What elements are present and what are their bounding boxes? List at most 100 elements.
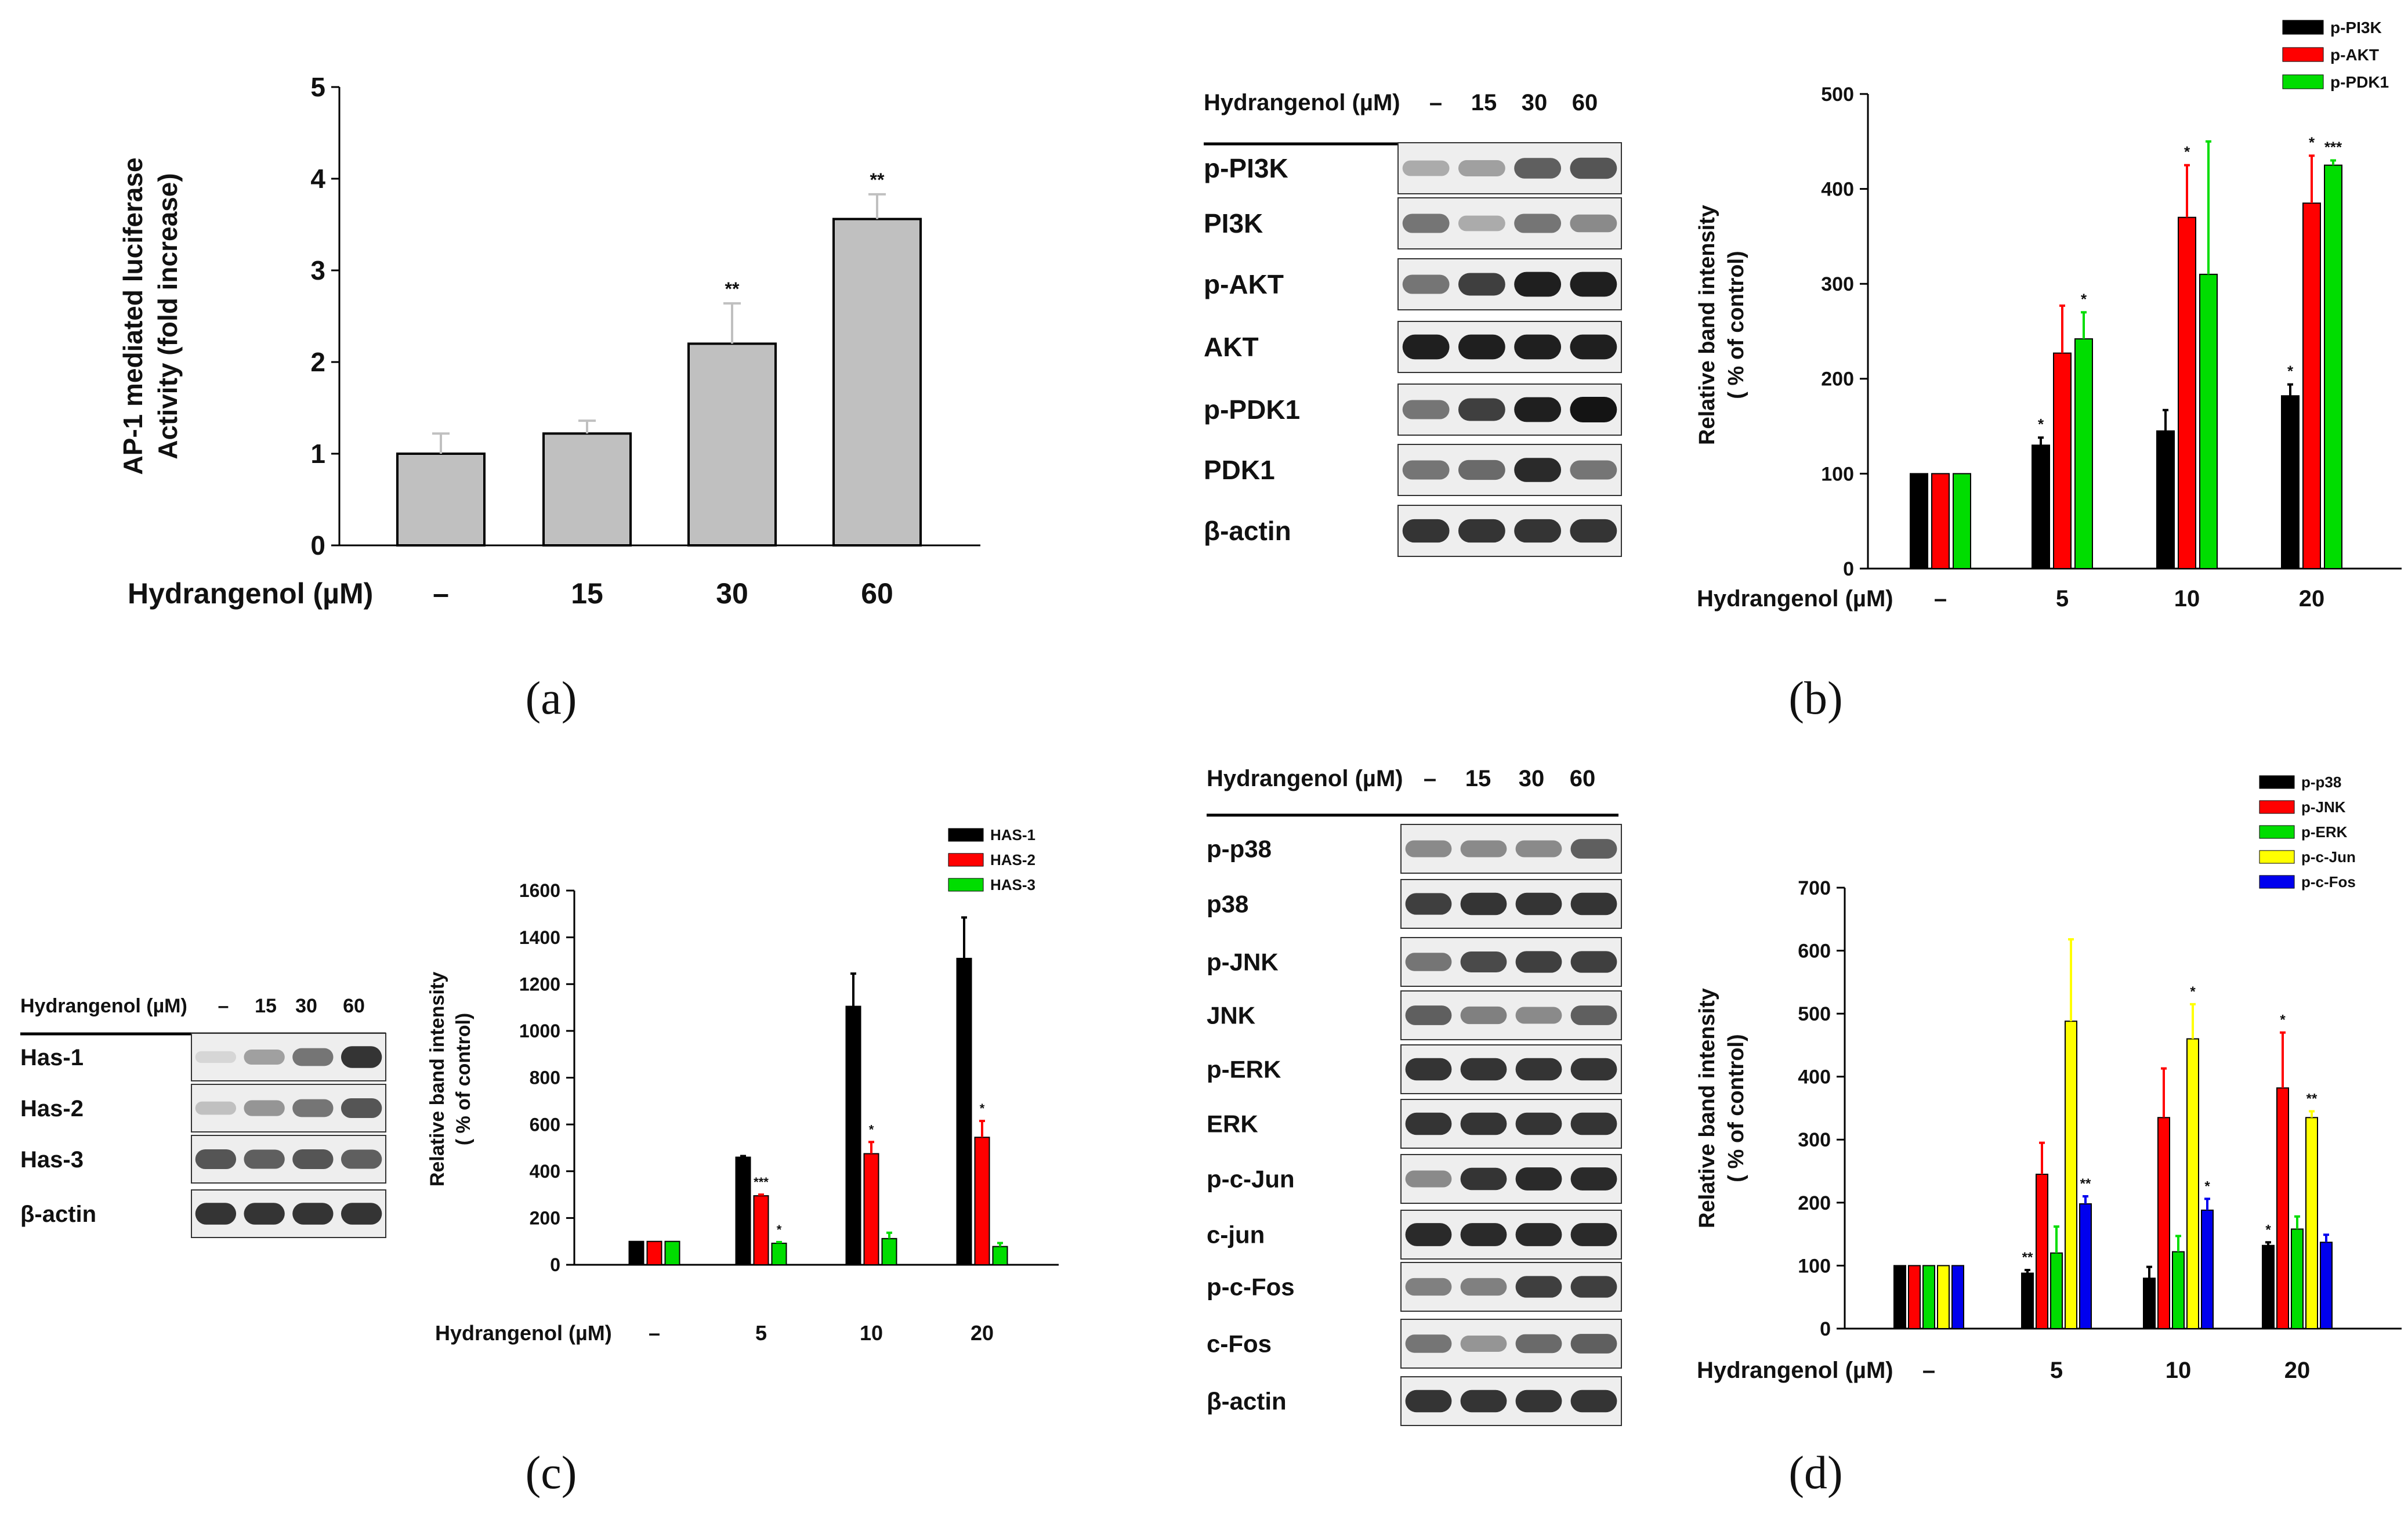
legend-label: p-c-Jun <box>2301 848 2356 866</box>
significance-mark: * <box>2204 1178 2210 1194</box>
blot-band <box>1405 1170 1452 1188</box>
blot-band <box>1515 1334 1562 1354</box>
blot-band <box>341 1149 382 1169</box>
panel-labels-layer: (a) (b) (c) (d) <box>526 673 1843 1499</box>
x-axis-title: Hydrangenol (µM) <box>435 1321 612 1345</box>
blot-row-label: c-jun <box>1207 1221 1265 1249</box>
bar-p-erk <box>2291 1228 2304 1329</box>
blot-band <box>1402 334 1450 360</box>
x-axis-title: Hydrangenol (µM) <box>1697 586 1893 612</box>
blot-band <box>244 1149 285 1169</box>
bar-p-akt <box>2053 352 2072 569</box>
bar-p-erk <box>1922 1265 1935 1329</box>
blot-band <box>1570 397 1617 422</box>
y-axis-title: ( % of control) <box>1724 1034 1748 1182</box>
blot-band <box>1515 1167 1562 1191</box>
legend-swatch <box>948 878 984 892</box>
blot-band <box>1515 1058 1562 1081</box>
blot-row-label: Has-3 <box>20 1147 84 1173</box>
y-tick-label: 5 <box>310 72 325 102</box>
bar-p-jnk <box>2276 1087 2289 1330</box>
legend-label: p-ERK <box>2301 823 2348 841</box>
x-axis-title: Hydrangenol (µM) <box>128 577 373 610</box>
legend-label: HAS-1 <box>990 826 1035 844</box>
y-axis-title: AP-1 mediated luciferase <box>118 157 148 475</box>
significance-mark: * <box>2038 415 2044 433</box>
bar-p-pi3k <box>2281 395 2300 569</box>
blot-band <box>1402 274 1450 294</box>
y-tick-label: 800 <box>530 1068 560 1088</box>
y-tick-label: 0 <box>310 530 325 560</box>
bar-has-3 <box>992 1246 1008 1265</box>
significance-mark: * <box>2287 363 2294 380</box>
bar-p-c-fos <box>2079 1203 2092 1329</box>
blot-band <box>1402 214 1450 233</box>
blot-row-label: p-c-Jun <box>1207 1166 1295 1193</box>
y-tick-label: 2 <box>310 347 325 377</box>
blot-band <box>1514 458 1562 482</box>
legend-label: p-c-Fos <box>2301 873 2356 891</box>
blot-band <box>1570 892 1617 916</box>
bar-p-c-jun <box>2065 1021 2077 1329</box>
significance-mark: ** <box>870 169 885 190</box>
category-label: 30 <box>716 577 748 610</box>
blots-layer: Hydrangenol (µM) –15 30 60p-PI3KPI3Kp-AKTAK… <box>20 90 1622 1426</box>
bar-p-c-fos <box>2320 1242 2333 1329</box>
bar-has-1 <box>735 1156 751 1265</box>
bar-p-c-jun <box>1937 1265 1950 1329</box>
lane-label: 60 <box>1570 766 1596 791</box>
blot-band <box>1514 158 1562 179</box>
y-tick-label: 500 <box>1821 84 1854 106</box>
lane-label: 60 <box>1572 90 1598 115</box>
blot-band <box>1570 1223 1617 1246</box>
blot-band <box>1515 892 1562 916</box>
y-tick-label: 0 <box>550 1254 560 1275</box>
category-label: 5 <box>755 1321 767 1345</box>
bar-p-erk <box>2050 1252 2063 1330</box>
blot-band <box>1460 951 1507 973</box>
blot-row-label: PDK1 <box>1204 455 1275 485</box>
bar-p-akt <box>2302 202 2321 569</box>
blot-row-label: β-actin <box>1207 1388 1287 1415</box>
category-label: 20 <box>2299 586 2325 612</box>
blot-row-label: AKT <box>1204 332 1259 362</box>
y-tick-label: 1400 <box>519 927 560 948</box>
blot-d: Hydrangenol (µM) – 15 30 60 p-p38 p38 p-JNK JNK p… <box>1207 766 1622 1426</box>
blot-band <box>1460 1390 1507 1413</box>
y-tick-label: 4 <box>310 164 325 194</box>
legend-label: p-AKT <box>2330 46 2379 64</box>
bar-p-c-jun <box>2186 1038 2199 1329</box>
blot-band <box>244 1203 285 1225</box>
y-tick-label: 0 <box>1820 1318 1831 1340</box>
legend: p-PI3K p-AKT p-PDK1 <box>2282 19 2389 91</box>
legend: p-p38 p-JNK p-ERK p-c-Jun p-c-Fos <box>2259 773 2356 891</box>
category-label: 20 <box>971 1321 994 1345</box>
y-tick-label: 100 <box>1798 1255 1831 1277</box>
blot-band <box>341 1098 382 1119</box>
blot-band <box>1402 519 1450 543</box>
blot-row-label: β-actin <box>1204 516 1291 546</box>
lane-label: 15 <box>1471 90 1497 115</box>
legend-swatch <box>2282 20 2324 35</box>
legend-swatch <box>2259 775 2295 789</box>
y-tick-label: 1 <box>310 439 325 469</box>
bar-ap-1 <box>542 432 632 547</box>
blot-row-label: p-AKT <box>1204 269 1284 299</box>
blot-band <box>1458 273 1505 296</box>
legend-label: HAS-3 <box>990 876 1035 893</box>
bar-has-3 <box>664 1240 680 1265</box>
bar-p-p38 <box>2021 1272 2034 1329</box>
blot-band <box>1405 1278 1452 1296</box>
blot-row-label: p-p38 <box>1207 835 1272 863</box>
category-label: 10 <box>2174 586 2200 612</box>
bar-p-jnk <box>1908 1265 1921 1329</box>
significance-mark: * <box>777 1222 782 1237</box>
blot-band <box>1460 1278 1507 1296</box>
blot-band <box>292 1048 334 1066</box>
chart-c: 0 200 400 600 800 1000 1200 1400 1600 Relative ba… <box>426 826 1059 1345</box>
blot-band <box>244 1100 285 1116</box>
panel-label-b: (b) <box>1788 673 1842 724</box>
significance-mark: * <box>2280 1012 2286 1028</box>
y-axis-title: Relative band intensity <box>426 972 448 1186</box>
